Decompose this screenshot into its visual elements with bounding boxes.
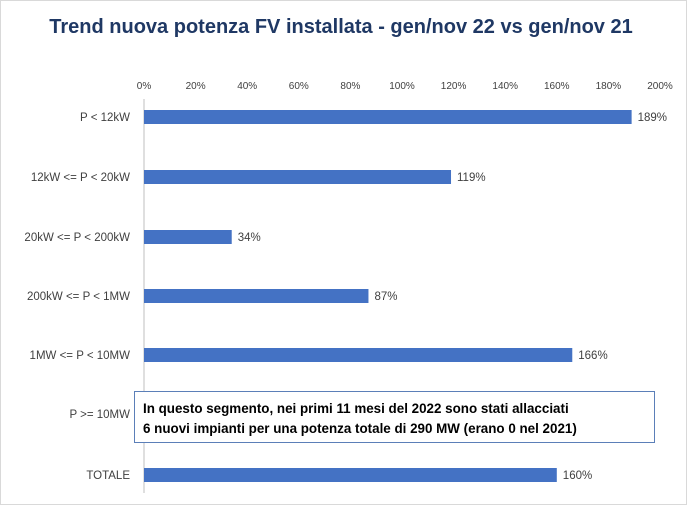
- category-label: 12kW <= P < 20kW: [31, 172, 130, 184]
- x-tick-label: 140%: [492, 81, 518, 92]
- data-label: 160%: [563, 470, 592, 482]
- bar: [144, 289, 369, 303]
- x-tick-label: 80%: [340, 81, 360, 92]
- x-tick-label: 180%: [596, 81, 622, 92]
- x-tick-label: 20%: [186, 81, 206, 92]
- x-tick-label: 160%: [544, 81, 570, 92]
- chart-title: Trend nuova potenza FV installata - gen/…: [49, 16, 633, 38]
- bar: [144, 468, 557, 482]
- x-tick-label: 0%: [137, 81, 152, 92]
- x-tick-label: 60%: [289, 81, 309, 92]
- x-tick-label: 120%: [441, 81, 467, 92]
- category-label: 1MW <= P < 10MW: [30, 350, 131, 362]
- bar: [144, 110, 632, 124]
- category-label: P >= 10MW: [69, 409, 130, 421]
- category-label: P < 12kW: [80, 112, 130, 124]
- x-tick-label: 100%: [389, 81, 415, 92]
- category-label: TOTALE: [86, 470, 130, 482]
- data-label: 34%: [238, 232, 261, 244]
- bar: [144, 170, 452, 184]
- data-label: 189%: [638, 112, 667, 124]
- annotation-box: In questo segmento, nei primi 11 mesi de…: [134, 391, 655, 443]
- category-label: 200kW <= P < 1MW: [27, 291, 130, 303]
- annotation-line-1: In questo segmento, nei primi 11 mesi de…: [143, 401, 569, 416]
- data-label: 119%: [457, 172, 486, 184]
- data-label: 87%: [374, 291, 397, 303]
- x-tick-label: 200%: [647, 81, 673, 92]
- category-label: 20kW <= P < 200kW: [24, 232, 130, 244]
- annotation-line-2: 6 nuovi impianti per una potenza totale …: [143, 421, 577, 436]
- x-tick-label: 40%: [237, 81, 257, 92]
- bar: [144, 348, 573, 362]
- bar: [144, 230, 232, 244]
- data-label: 166%: [578, 350, 607, 362]
